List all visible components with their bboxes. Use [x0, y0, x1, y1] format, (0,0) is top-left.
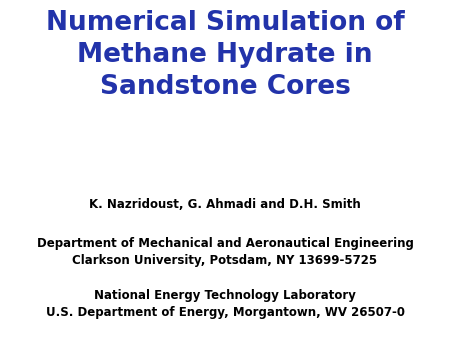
Text: National Energy Technology Laboratory
U.S. Department of Energy, Morgantown, WV : National Energy Technology Laboratory U.…: [45, 289, 405, 319]
Text: Department of Mechanical and Aeronautical Engineering
Clarkson University, Potsd: Department of Mechanical and Aeronautica…: [36, 237, 414, 267]
Text: Numerical Simulation of
Methane Hydrate in
Sandstone Cores: Numerical Simulation of Methane Hydrate …: [45, 10, 405, 100]
Text: K. Nazridoust, G. Ahmadi and D.H. Smith: K. Nazridoust, G. Ahmadi and D.H. Smith: [89, 198, 361, 211]
